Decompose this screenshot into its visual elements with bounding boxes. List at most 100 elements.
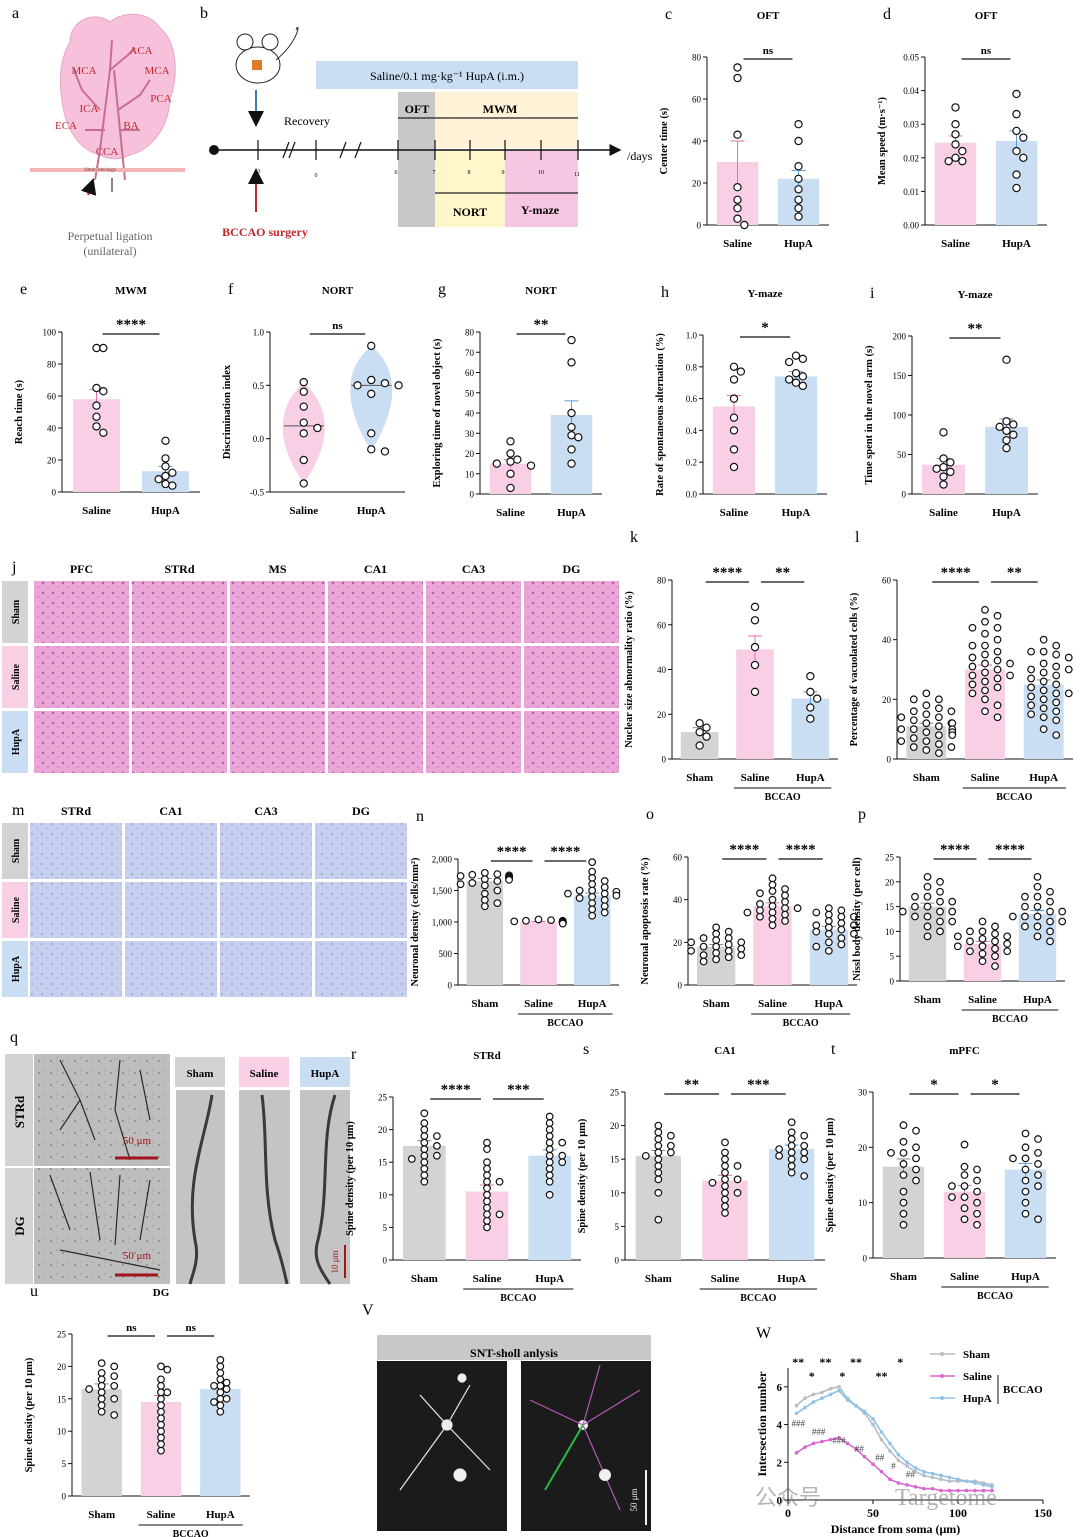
q-scale-label-1: 50 μm [123, 1135, 152, 1147]
panel-letter-v: V [362, 1302, 374, 1319]
data-point-h-0 [729, 426, 739, 435]
data-point-p-2 [1058, 917, 1067, 926]
column-label-ms: MS [269, 562, 287, 576]
data-point-r-0 [420, 1119, 429, 1127]
data-point-s-2 [800, 1141, 809, 1150]
data-point-o-1 [768, 874, 777, 883]
data-point-k-2 [812, 694, 822, 703]
data-point-l-1 [993, 647, 1002, 656]
y-tick-label-n: 0 [448, 981, 453, 991]
data-point-u-2 [216, 1407, 225, 1416]
micrograph-hupa-dg [315, 941, 407, 997]
y-tick-label-d: 0.05 [903, 53, 919, 63]
chart-p: p 0 5 10 15 20 25 Nissl body density (per cell)… [852, 806, 1067, 1025]
data-point-o-2 [824, 917, 833, 925]
x-category-u-2: HupA [206, 1509, 235, 1521]
data-point-l-0 [947, 707, 956, 716]
y-tick-label-g: 40 [465, 409, 475, 419]
w-series-point-hupa [896, 1452, 901, 1457]
x-category-c-1: HupA [784, 238, 813, 250]
data-point-t-0 [899, 1220, 908, 1229]
y-tick-label-s: 0 [615, 1256, 620, 1266]
data-point-s-0 [654, 1135, 663, 1143]
data-point-i-1 [995, 422, 1004, 432]
w-legend-label-hupa: HupA [963, 1393, 992, 1405]
data-point-r-0 [420, 1109, 429, 1118]
data-point-t-0 [899, 1148, 908, 1157]
data-point-g-1 [567, 358, 576, 367]
panel-letter-g: g [438, 281, 446, 298]
y-tick-label-r: 10 [378, 1190, 388, 1200]
data-point-l-0 [934, 749, 943, 757]
chart-title-h: Y-maze [747, 288, 782, 300]
y-axis-label-p: Nissl body density (per cell) [852, 857, 863, 981]
data-point-l-0 [897, 737, 906, 745]
data-point-o-1 [768, 880, 777, 889]
data-point-n-0 [493, 870, 502, 879]
chart-title-t: mPFC [949, 1045, 980, 1057]
w-series-point-hupa [981, 1483, 986, 1487]
y-axis-label-h: Rate of spontaneous alternation (%) [655, 333, 666, 496]
data-point-l-1 [1006, 659, 1014, 668]
data-point-g-0 [513, 455, 522, 464]
data-point-r-2 [545, 1151, 554, 1160]
w-series-point-saline [905, 1483, 909, 1487]
x-category-k-0: Sham [686, 772, 713, 784]
w-series-point-saline [879, 1469, 884, 1474]
data-point-s-1 [733, 1175, 742, 1184]
micrograph-hupa-dg [524, 711, 619, 773]
x-category-o-2: HupA [814, 998, 843, 1010]
data-point-s-0 [654, 1141, 663, 1150]
data-point-l-0 [922, 746, 931, 754]
chart-u: u DG 0 5 10 15 20 25 Spine density (per 10 μm) Sh… [24, 1283, 250, 1537]
data-point-l-2 [1039, 635, 1048, 644]
q-header-saline [239, 1057, 289, 1087]
data-point-n-0 [480, 875, 489, 884]
micrograph-hupa-ms [230, 711, 325, 773]
data-point-r-1 [483, 1216, 491, 1225]
y-tick-label-n: 500 [439, 949, 453, 959]
data-point-p-1 [991, 944, 999, 953]
y-tick-label-u: 15 [57, 1394, 67, 1404]
data-point-o-0 [724, 953, 733, 962]
data-point-n-0 [480, 896, 489, 904]
x-category-c-0: Saline [723, 238, 752, 250]
data-point-s-2 [787, 1135, 796, 1143]
chart-title-g: NORT [525, 285, 557, 297]
data-point-n-0 [480, 868, 489, 877]
y-tick-label-r: 15 [378, 1158, 388, 1168]
data-point-n-0 [456, 872, 465, 880]
data-point-l-2 [1052, 650, 1061, 659]
data-point-u-1 [163, 1365, 172, 1374]
w-series-point-sham [794, 1403, 799, 1408]
y-tick-label-h: 0.6 [686, 394, 698, 404]
data-point-l-0 [909, 734, 918, 743]
data-point-n-2 [588, 911, 597, 920]
data-point-l-0 [948, 731, 957, 740]
data-point-u-0 [110, 1394, 119, 1403]
data-point-u-0 [97, 1407, 106, 1416]
data-point-u-2 [216, 1401, 225, 1410]
data-point-d-1 [1012, 170, 1021, 179]
micrograph-sham-strd [132, 581, 227, 643]
data-point-f-1 [380, 447, 390, 456]
label-ba: BA [123, 120, 138, 132]
w-sig-hash: ### [812, 1427, 826, 1437]
data-point-g-1 [567, 459, 576, 468]
y-axis-label-f: Discrimination index [222, 364, 233, 459]
y-tick-label-g: 30 [465, 429, 475, 439]
data-point-h-1 [791, 351, 801, 360]
data-point-p-0 [911, 892, 919, 901]
chart-title-u: DG [153, 1287, 170, 1299]
y-tick-label-f: 0.0 [253, 434, 265, 444]
data-point-i-0 [939, 480, 948, 489]
data-point-u-0 [97, 1388, 106, 1397]
y-tick-label-s: 10 [610, 1188, 620, 1198]
data-point-n-2 [588, 867, 597, 876]
y-tick-label-k: 60 [657, 620, 667, 630]
data-point-e-1 [161, 436, 170, 445]
data-point-p-1 [1003, 932, 1012, 941]
y-tick-label-e: 100 [43, 328, 57, 338]
data-point-l-0 [909, 725, 918, 734]
data-point-n-1 [534, 915, 543, 924]
